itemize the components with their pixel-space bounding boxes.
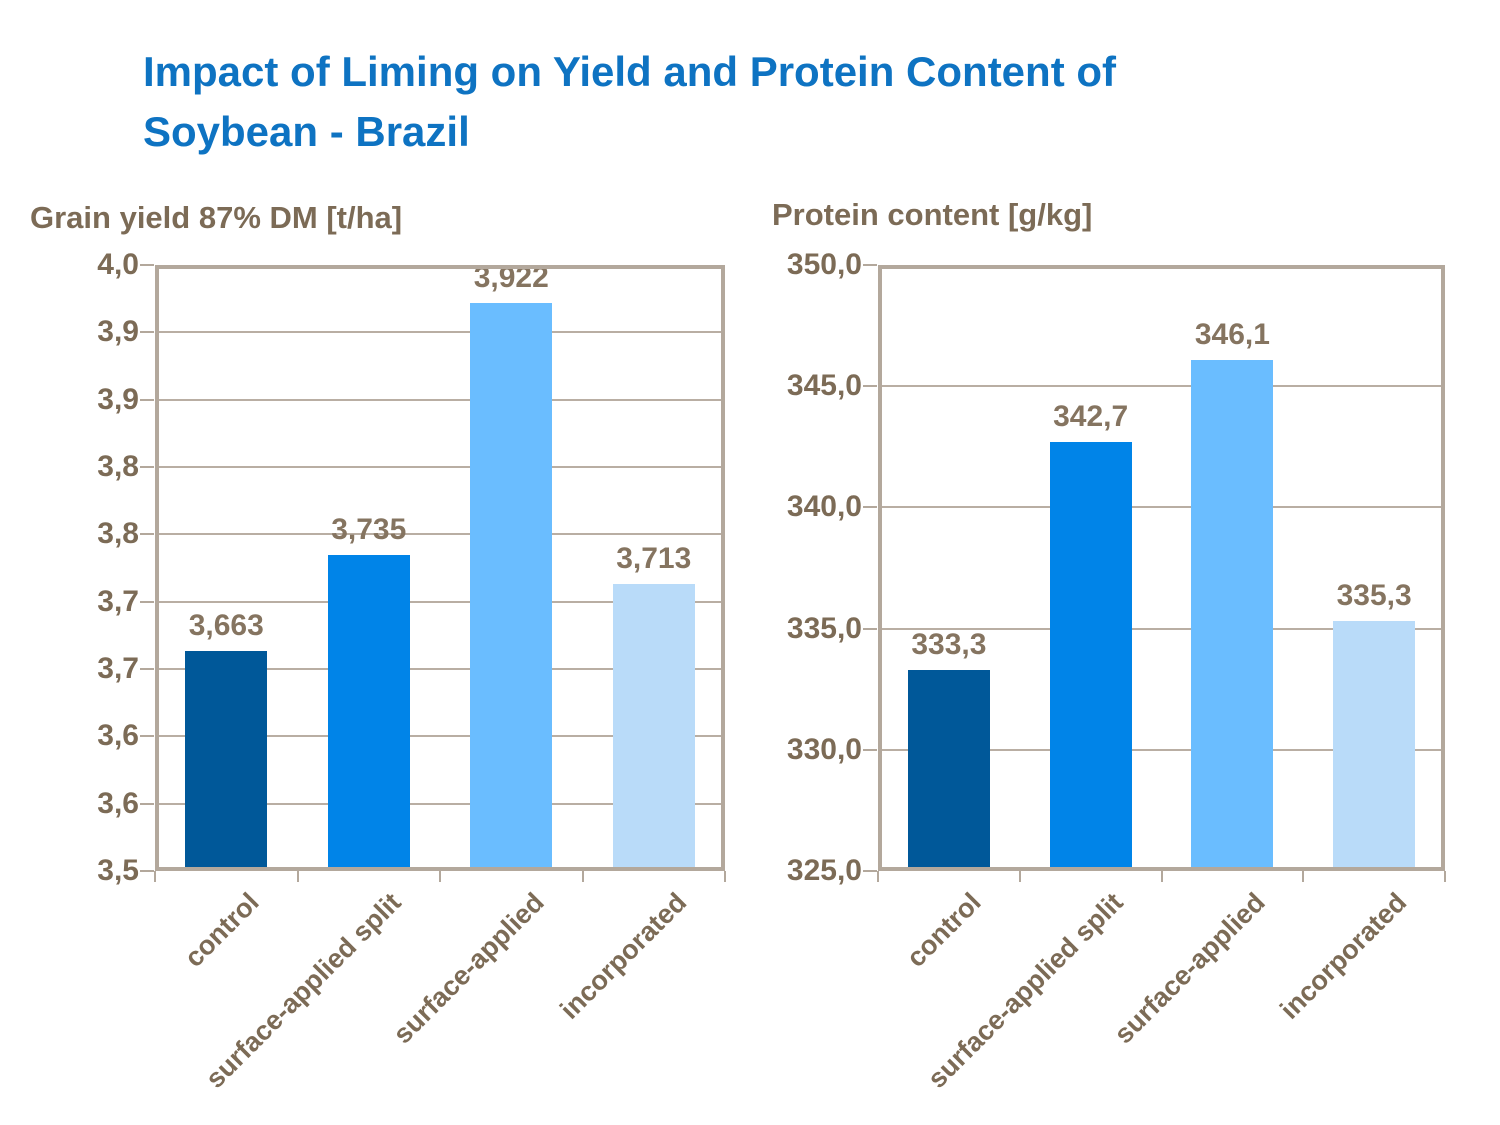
x-tick-mark xyxy=(439,871,441,882)
value-label-control: 333,3 xyxy=(911,628,987,661)
value-label-surface-applied: 346,1 xyxy=(1194,318,1270,351)
page-title-line-1: Impact of Liming on Yield and Protein Co… xyxy=(143,48,1116,95)
x-tick-mark xyxy=(154,871,156,882)
y-tick-label: 3,5 xyxy=(97,854,139,887)
page-title: Impact of Liming on Yield and Protein Co… xyxy=(143,42,1116,162)
axis-title-grain-yield: Grain yield 87% DM [t/ha] xyxy=(30,200,403,235)
y-tick-mark xyxy=(140,533,154,536)
gridline xyxy=(878,385,1445,388)
y-tick-label: 335,0 xyxy=(786,611,862,645)
bar-surface-applied-split xyxy=(328,555,410,871)
y-tick-label: 3,8 xyxy=(97,450,139,483)
gridline xyxy=(878,627,1445,630)
bar-control xyxy=(908,670,990,871)
y-tick-label: 3,7 xyxy=(97,652,139,685)
value-label-surface-applied-split: 3,735 xyxy=(331,513,407,546)
gridline xyxy=(155,398,725,401)
bar-incorporated xyxy=(1333,621,1415,871)
category-label-surface-applied: surface-applied xyxy=(1108,887,1271,1050)
gridline xyxy=(155,802,725,805)
y-tick-label: 3,8 xyxy=(97,517,139,551)
bar-control xyxy=(185,651,267,871)
y-tick-label: 340,0 xyxy=(786,490,862,524)
y-tick-label: 3,9 xyxy=(97,382,139,416)
y-tick-label: 325,0 xyxy=(786,854,862,887)
gridline xyxy=(155,331,725,334)
gridline xyxy=(878,506,1445,509)
y-tick-label: 4,0 xyxy=(97,248,139,281)
axis-title-protein-content: Protein content [g/kg] xyxy=(772,197,1093,232)
y-tick-mark xyxy=(863,748,877,751)
y-tick-mark xyxy=(140,870,154,872)
y-tick-mark xyxy=(140,802,154,805)
y-tick-mark xyxy=(863,506,877,509)
x-tick-mark xyxy=(297,871,299,882)
category-label-incorporated: incorporated xyxy=(554,887,692,1025)
y-tick-mark xyxy=(863,385,877,388)
x-tick-mark xyxy=(877,871,879,882)
bar-incorporated xyxy=(613,584,695,871)
value-label-incorporated: 335,3 xyxy=(1336,579,1412,612)
x-tick-mark xyxy=(1302,871,1304,882)
y-tick-mark xyxy=(140,398,154,401)
y-tick-label: 3,6 xyxy=(97,786,139,820)
x-tick-mark xyxy=(1444,871,1446,882)
gridline xyxy=(878,748,1445,751)
gridline xyxy=(155,735,725,738)
y-tick-mark xyxy=(140,264,154,266)
plot-frame xyxy=(878,265,1445,871)
y-tick-mark xyxy=(140,668,154,670)
value-label-incorporated: 3,713 xyxy=(616,542,692,575)
x-tick-mark xyxy=(1161,871,1163,882)
category-label-incorporated: incorporated xyxy=(1274,887,1413,1025)
y-tick-mark xyxy=(863,264,877,266)
gridline xyxy=(155,533,725,536)
y-tick-mark xyxy=(140,735,154,738)
y-tick-mark xyxy=(140,331,154,334)
y-tick-mark xyxy=(863,870,877,872)
value-label-surface-applied-split: 342,7 xyxy=(1053,400,1129,433)
category-label-control: control xyxy=(178,887,265,973)
x-tick-mark xyxy=(1019,871,1021,882)
category-label-surface-applied: surface-applied xyxy=(387,887,550,1050)
y-tick-label: 345,0 xyxy=(786,369,862,403)
value-label-control: 3,663 xyxy=(188,609,264,642)
plot-frame xyxy=(155,265,725,871)
y-tick-label: 3,6 xyxy=(97,719,139,753)
bar-surface-applied-split xyxy=(1050,442,1132,871)
x-tick-mark xyxy=(724,871,726,882)
gridline xyxy=(155,600,725,603)
category-label-control: control xyxy=(901,887,988,973)
y-tick-label: 3,7 xyxy=(97,584,139,618)
y-tick-label: 3,9 xyxy=(97,315,139,349)
x-tick-mark xyxy=(582,871,584,882)
bar-surface-applied xyxy=(1191,360,1273,871)
bar-surface-applied xyxy=(470,303,552,871)
y-tick-label: 350,0 xyxy=(786,248,862,281)
gridline xyxy=(155,668,725,670)
y-tick-mark xyxy=(140,600,154,603)
y-tick-mark xyxy=(863,627,877,630)
gridline xyxy=(155,466,725,468)
page-title-line-2: Soybean - Brazil xyxy=(143,108,470,155)
y-tick-label: 330,0 xyxy=(786,732,862,766)
y-tick-mark xyxy=(140,466,154,468)
